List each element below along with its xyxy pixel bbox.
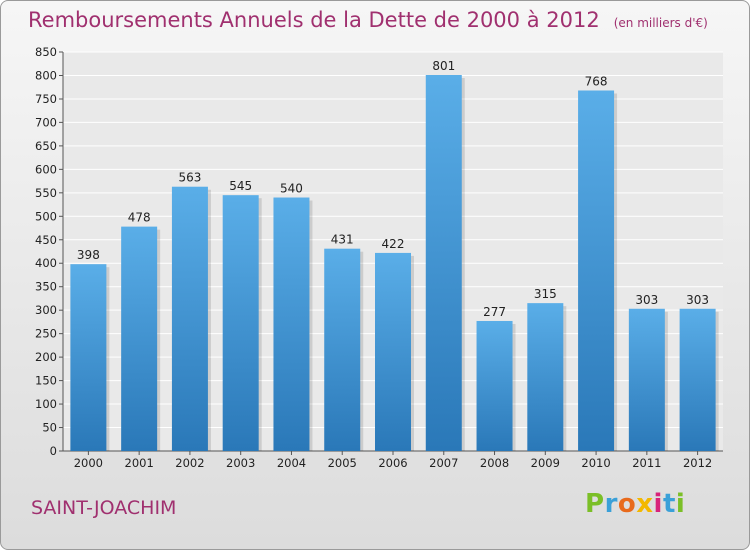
- chart-unit-label: (en milliers d'€): [613, 16, 708, 30]
- bar: [476, 320, 513, 451]
- x-tick-label: 2005: [328, 456, 357, 470]
- y-tick-label: 550: [35, 186, 57, 200]
- bar: [70, 264, 107, 451]
- x-tick-label: 2002: [175, 456, 204, 470]
- chart-title-text: Remboursements Annuels de la Dette de 20…: [28, 8, 600, 32]
- chart-title: Remboursements Annuels de la Dette de 20…: [28, 8, 708, 32]
- bar-value-label: 303: [635, 293, 658, 307]
- x-tick-label: 2009: [531, 456, 560, 470]
- y-tick-label: 700: [35, 115, 57, 129]
- y-tick-label: 300: [35, 303, 57, 317]
- bar-value-label: 398: [77, 248, 100, 262]
- bar-value-label: 315: [534, 287, 557, 301]
- bar-value-label: 563: [178, 171, 201, 185]
- x-tick-label: 2008: [480, 456, 509, 470]
- y-tick-label: 100: [35, 397, 57, 411]
- y-tick-label: 500: [35, 209, 57, 223]
- bar: [324, 248, 361, 451]
- y-tick-label: 50: [42, 421, 57, 435]
- x-tick-label: 2012: [683, 456, 712, 470]
- y-tick-label: 650: [35, 139, 57, 153]
- bar-value-label: 277: [483, 305, 506, 319]
- x-tick-label: 2003: [226, 456, 255, 470]
- x-tick-label: 2001: [125, 456, 154, 470]
- y-tick-label: 850: [35, 45, 57, 59]
- proxiti-logo: Proxiti: [585, 489, 686, 519]
- y-tick-label: 350: [35, 280, 57, 294]
- bar: [527, 303, 564, 451]
- y-tick-label: 0: [50, 444, 57, 458]
- x-tick-label: 2004: [277, 456, 306, 470]
- x-tick-label: 2000: [74, 456, 103, 470]
- bar: [578, 90, 615, 452]
- bar-value-label: 303: [686, 293, 709, 307]
- y-tick-label: 150: [35, 374, 57, 388]
- bar-value-label: 540: [280, 182, 303, 196]
- bar-value-label: 422: [382, 237, 405, 251]
- bar: [375, 252, 411, 451]
- x-tick-label: 2006: [378, 456, 407, 470]
- bar-value-label: 768: [585, 74, 608, 88]
- bar: [273, 197, 310, 451]
- bar: [628, 308, 665, 451]
- bar: [679, 308, 716, 451]
- x-tick-label: 2007: [429, 456, 458, 470]
- bar-value-label: 801: [432, 59, 455, 73]
- bar: [121, 226, 158, 451]
- y-tick-label: 800: [35, 68, 57, 82]
- y-tick-label: 400: [35, 256, 57, 270]
- bar-value-label: 478: [128, 211, 151, 225]
- y-tick-label: 750: [35, 92, 57, 106]
- location-label: SAINT-JOACHIM: [31, 497, 177, 519]
- y-tick-label: 600: [35, 162, 57, 176]
- y-tick-label: 450: [35, 233, 57, 247]
- x-tick-label: 2011: [632, 456, 661, 470]
- y-tick-label: 200: [35, 350, 57, 364]
- bar-value-label: 431: [331, 233, 354, 247]
- bar-value-label: 545: [229, 179, 252, 193]
- y-tick-label: 250: [35, 327, 57, 341]
- bar: [425, 75, 462, 452]
- bar: [222, 195, 259, 451]
- x-tick-label: 2010: [581, 456, 610, 470]
- bar: [171, 186, 208, 451]
